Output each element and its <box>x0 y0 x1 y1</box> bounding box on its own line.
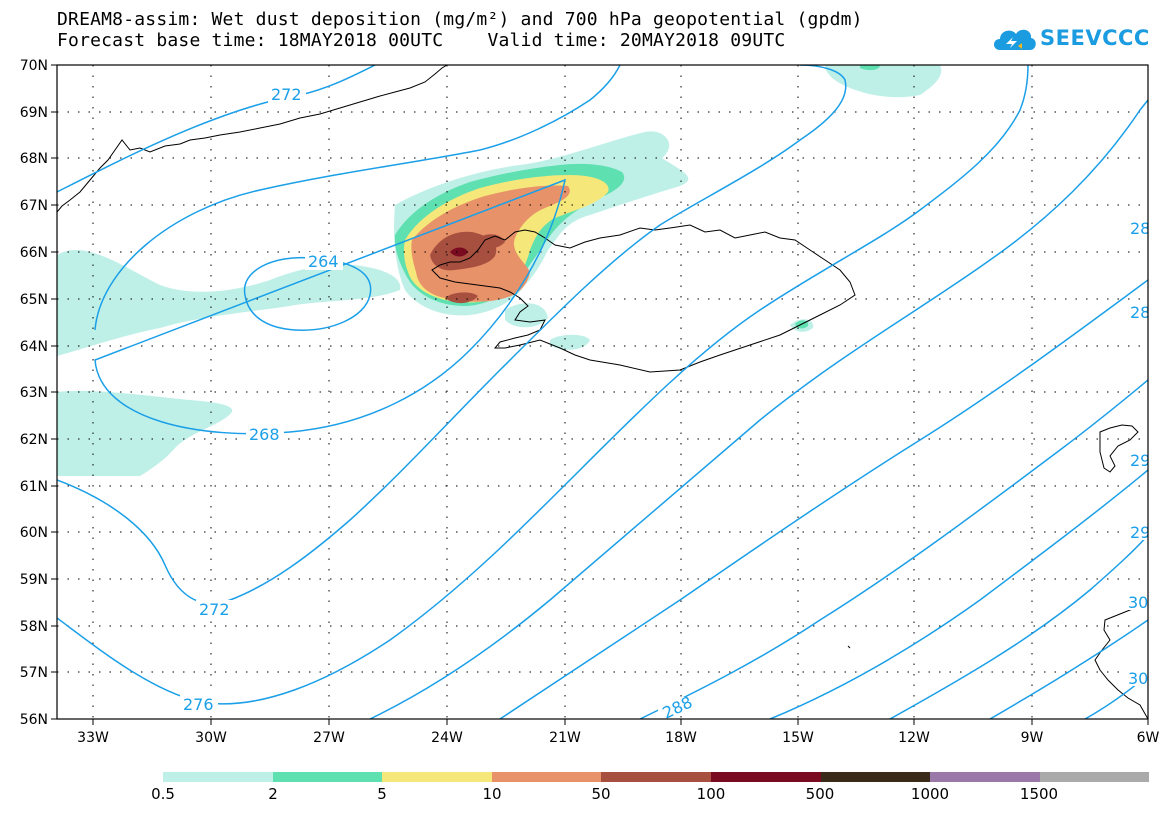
lat-label: 58N <box>20 619 48 635</box>
axis-ticks <box>51 64 1149 725</box>
legend-swatch <box>163 772 273 782</box>
lat-label: 69N <box>20 105 48 121</box>
contour-label-300-b: 30 <box>1128 669 1148 688</box>
contour-296 <box>889 534 1148 719</box>
lat-label: 66N <box>20 245 48 261</box>
map-title: DREAM8-assim: Wet dust deposition (mg/m²… <box>57 9 863 30</box>
legend-label: 50 <box>591 785 611 803</box>
legend-label: 2 <box>268 785 278 803</box>
lat-label: 62N <box>20 432 48 448</box>
forecast-times: Forecast base time: 18MAY2018 00UTC Vali… <box>57 30 786 51</box>
legend-swatch <box>491 772 602 782</box>
lat-label: 68N <box>20 151 48 167</box>
lat-label: 57N <box>20 665 48 681</box>
contour-288 <box>639 379 1148 719</box>
lon-label: 9W <box>1021 730 1044 746</box>
latitude-labels: 70N 69N 68N 67N 66N 65N 64N 63N 62N 61N … <box>20 58 48 728</box>
contour-292 <box>769 469 1148 719</box>
lon-label: 24W <box>431 730 463 746</box>
legend-swatch <box>930 772 1040 782</box>
lon-label: 6W <box>1137 730 1160 746</box>
scotland-coast <box>1094 603 1148 719</box>
deposition-crimson <box>450 247 468 257</box>
rockall <box>847 645 851 649</box>
contour-label-276: 276 <box>183 695 214 714</box>
legend-label: 1000 <box>910 785 950 803</box>
lat-label: 64N <box>20 339 48 355</box>
longitude-labels: 33W 30W 27W 24W 21W 18W 15W 12W 9W 6W <box>77 730 1159 746</box>
lat-label: 60N <box>20 525 48 541</box>
lon-label: 21W <box>549 730 581 746</box>
cloud-icon <box>994 29 1036 50</box>
legend-label: 0.5 <box>151 785 175 803</box>
logo-text: SEEVCCC <box>1040 26 1150 50</box>
lat-label: 61N <box>20 479 48 495</box>
legend-swatch <box>272 772 383 782</box>
lon-label: 12W <box>898 730 930 746</box>
map-gridlines <box>57 65 1148 719</box>
lat-label: 70N <box>20 58 48 74</box>
legend-swatch <box>820 772 931 782</box>
legend-label: 1500 <box>1019 785 1059 803</box>
contour-label-264: 264 <box>308 252 339 271</box>
contour-280 <box>369 99 1148 719</box>
contour-284 <box>499 279 1148 719</box>
faroe-coast <box>1099 424 1139 473</box>
contour-272-outer <box>57 65 847 605</box>
contour-label-284-b: 28 <box>1130 303 1150 322</box>
contour-label-272-south: 272 <box>199 600 230 619</box>
contour-label-292-b: 29 <box>1130 523 1150 542</box>
contour-label-284-a: 28 <box>1130 219 1150 238</box>
legend-label: 500 <box>805 785 835 803</box>
contour-label-300-a: 30 <box>1128 593 1148 612</box>
color-legend <box>163 772 1150 782</box>
contour-label-272-north: 272 <box>271 85 302 104</box>
lon-label: 30W <box>195 730 227 746</box>
lon-label: 33W <box>77 730 109 746</box>
lat-label: 56N <box>20 712 48 728</box>
legend-swatch <box>382 772 492 782</box>
contour-label-268: 268 <box>249 425 280 444</box>
legend-label: 5 <box>377 785 387 803</box>
legend-swatch <box>710 772 821 782</box>
contour-264 <box>243 256 372 331</box>
lon-label: 27W <box>313 730 345 746</box>
contour-272-north <box>57 65 376 193</box>
geopotential-contours <box>57 65 1148 719</box>
lon-label: 15W <box>782 730 814 746</box>
contour-268 <box>94 65 621 435</box>
lat-label: 63N <box>20 385 48 401</box>
greenland-coast <box>57 65 448 213</box>
lon-label: 18W <box>665 730 697 746</box>
iceland-coast <box>431 224 856 373</box>
legend-label: 10 <box>482 785 502 803</box>
seevccc-logo: SEEVCCC <box>990 20 1150 60</box>
lat-label: 65N <box>20 292 48 308</box>
lat-label: 59N <box>20 572 48 588</box>
contour-label-292-a: 29 <box>1130 451 1150 470</box>
legend-swatch <box>1039 772 1150 782</box>
coastlines <box>57 65 1148 719</box>
contour-labels: 272 264 268 272 276 288 28 28 29 29 30 3… <box>180 85 1150 719</box>
legend-labels: 0.5 2 5 10 50 100 500 1000 1500 <box>0 785 1175 805</box>
legend-label: 100 <box>696 785 726 803</box>
lat-label: 67N <box>20 198 48 214</box>
contour-300 <box>989 619 1148 719</box>
legend-swatch <box>601 772 711 782</box>
